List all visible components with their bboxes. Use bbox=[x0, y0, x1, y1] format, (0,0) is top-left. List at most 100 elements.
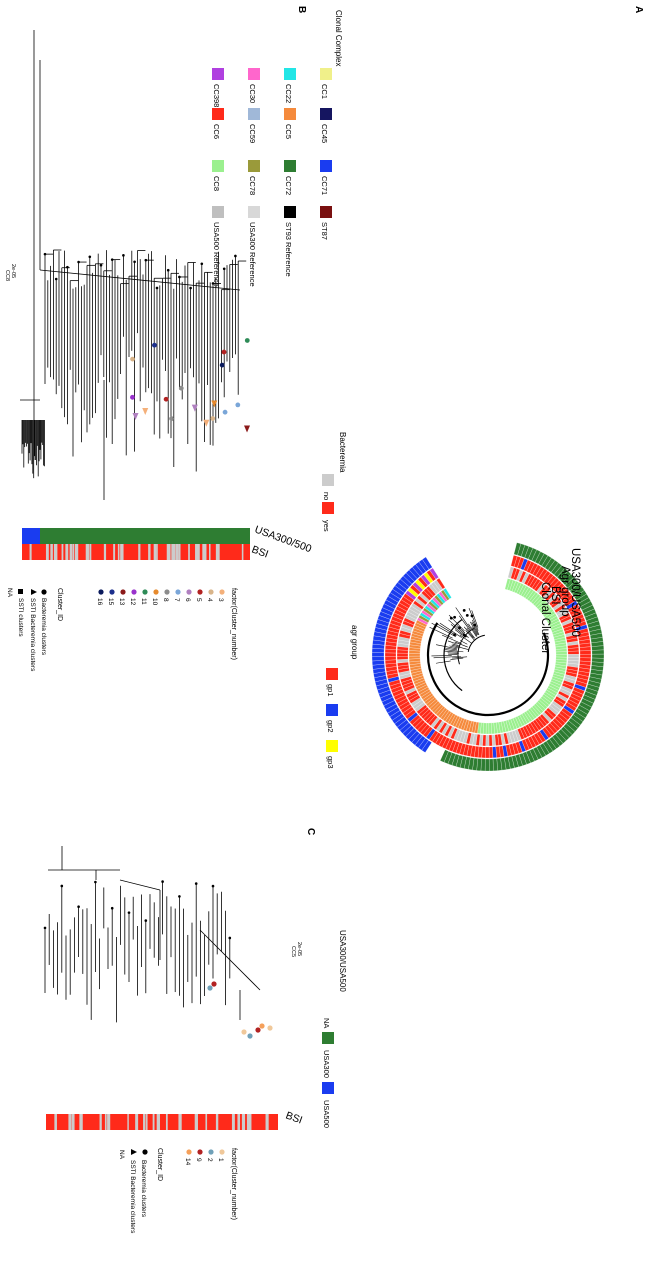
cluster-legend-label: 3 bbox=[217, 598, 224, 602]
bsi-strip-no bbox=[45, 544, 49, 560]
tree-arc bbox=[443, 618, 463, 692]
tree-node bbox=[449, 616, 453, 620]
bsi-strip-no bbox=[173, 544, 176, 560]
tree-spoke bbox=[466, 627, 476, 639]
bsi-strip-no bbox=[178, 1114, 182, 1130]
tree-spoke bbox=[435, 660, 451, 664]
bsi-strip-no bbox=[231, 1114, 235, 1130]
cluster-legend-label: 14 bbox=[184, 1158, 191, 1166]
cc-swatch-cc45 bbox=[320, 108, 332, 120]
agr-label-gp2: gp2 bbox=[326, 720, 335, 733]
cluster-marker bbox=[241, 1029, 247, 1035]
tree-arc bbox=[467, 634, 485, 652]
agr-ring-segment bbox=[485, 746, 490, 759]
tree-node bbox=[473, 623, 477, 627]
tree-spoke bbox=[456, 625, 466, 634]
cluster-legend-label: 7 bbox=[173, 598, 180, 602]
panel-label-c: C bbox=[305, 828, 316, 835]
tree-branch bbox=[119, 879, 161, 891]
bsi-strip-no bbox=[113, 544, 116, 560]
ring-label-clonal: Clonal Cluster bbox=[539, 582, 551, 654]
bsi-strip-no bbox=[156, 1114, 160, 1130]
ssti-cluster-square-icon bbox=[18, 589, 23, 594]
cluster-legend-dot bbox=[208, 589, 214, 595]
usa-ring-segment bbox=[591, 645, 605, 651]
bacteremia-label-no: no bbox=[322, 492, 331, 500]
tree-arc bbox=[426, 622, 550, 717]
cc-swatch-cc59 bbox=[248, 108, 260, 120]
cluster-legend-dot bbox=[109, 589, 115, 595]
bsi-strip-no bbox=[217, 544, 220, 560]
cluster-legend-label: 6 bbox=[184, 598, 191, 602]
cc-swatch-cc30 bbox=[248, 68, 260, 80]
bsi-strip-no bbox=[74, 544, 79, 560]
agr-ring-segment bbox=[579, 650, 592, 655]
cc-legend-label: CC78 bbox=[248, 176, 257, 195]
bsi-strip-no bbox=[152, 1114, 155, 1130]
bsi-strip-no bbox=[138, 544, 141, 560]
bsi-strip-no bbox=[99, 1114, 102, 1130]
agr-swatch-gp2 bbox=[326, 704, 338, 716]
usa-label-na: NA bbox=[322, 1018, 331, 1028]
tree-spoke bbox=[470, 621, 478, 635]
tree-spoke bbox=[447, 652, 459, 654]
tree-node bbox=[43, 252, 47, 256]
cluster-legend-label: 13 bbox=[118, 598, 125, 606]
cluster-marker bbox=[191, 404, 198, 412]
ring-label-agr: Agr group bbox=[559, 566, 571, 617]
tree-node bbox=[166, 268, 170, 272]
agr-ring-segment bbox=[429, 567, 439, 580]
cc-swatch-cc72 bbox=[284, 160, 296, 172]
cc-legend-label: CC71 bbox=[320, 176, 329, 195]
tree-node bbox=[453, 633, 456, 637]
cluster-marker bbox=[221, 349, 227, 355]
cc-legend-label: ST93 Reference bbox=[284, 222, 293, 277]
tree-node bbox=[189, 286, 192, 290]
tree-node bbox=[60, 884, 64, 888]
tree-spoke bbox=[445, 649, 464, 653]
cc8-cluster-legend-title: factor(Cluster_number) bbox=[230, 588, 237, 660]
bsi-strip-no bbox=[107, 1114, 111, 1130]
cc8-tree-panel: 2e-05 CC8 Bacteremia no yes USA300/500 B… bbox=[4, 30, 347, 672]
cc-legend-title: Clonal Complex bbox=[334, 10, 343, 66]
cc-legend-label: USA500 Reference bbox=[212, 222, 221, 287]
cluster-legend-dot bbox=[120, 589, 126, 595]
tree-node bbox=[155, 286, 159, 290]
cluster-marker bbox=[207, 985, 213, 991]
tree-node bbox=[54, 277, 58, 281]
tree-spoke bbox=[436, 623, 457, 636]
bsi-strip-no bbox=[143, 1114, 146, 1130]
cluster-legend-dot bbox=[208, 1149, 214, 1155]
cluster-legend-dot bbox=[98, 589, 104, 595]
cluster-legend-dot bbox=[131, 589, 137, 595]
bsi-strip-no bbox=[175, 544, 179, 560]
tree-node bbox=[77, 905, 80, 909]
bsi-strip-no bbox=[29, 544, 32, 560]
cluster-marker bbox=[219, 362, 225, 368]
cluster-legend-label: 12 bbox=[129, 598, 136, 606]
cc-swatch-cc71 bbox=[320, 160, 332, 172]
cc-legend-label: CC1 bbox=[320, 84, 329, 99]
cc-legend-label: CC22 bbox=[284, 84, 293, 103]
tree-node bbox=[110, 258, 114, 261]
usa-ring-segment bbox=[591, 649, 605, 655]
cluster-marker bbox=[244, 425, 251, 433]
cc8-cluster-markers bbox=[130, 338, 251, 433]
strip-label-bsi-c: BSI bbox=[284, 1110, 304, 1127]
bsi-strip-no bbox=[153, 544, 156, 560]
clonal-ring-segment bbox=[443, 588, 452, 600]
cc-legend-label: CC72 bbox=[284, 176, 293, 195]
cluster-legend-label: 1 bbox=[217, 1158, 224, 1162]
cluster-legend-label: 11 bbox=[140, 598, 147, 605]
tree-spoke bbox=[465, 630, 475, 641]
tree-spoke bbox=[472, 619, 480, 636]
cc5-shape-legend-title: Cluster_ID bbox=[156, 1148, 163, 1181]
bsi-ring-segment bbox=[485, 734, 490, 747]
tree-node bbox=[94, 880, 97, 884]
cc-swatch-st93-reference bbox=[284, 206, 296, 218]
cluster-legend-dot bbox=[197, 1149, 203, 1155]
bsi-ring-segment bbox=[488, 734, 493, 747]
bsi-ring-segment bbox=[396, 656, 409, 660]
tree-spoke bbox=[459, 634, 472, 644]
